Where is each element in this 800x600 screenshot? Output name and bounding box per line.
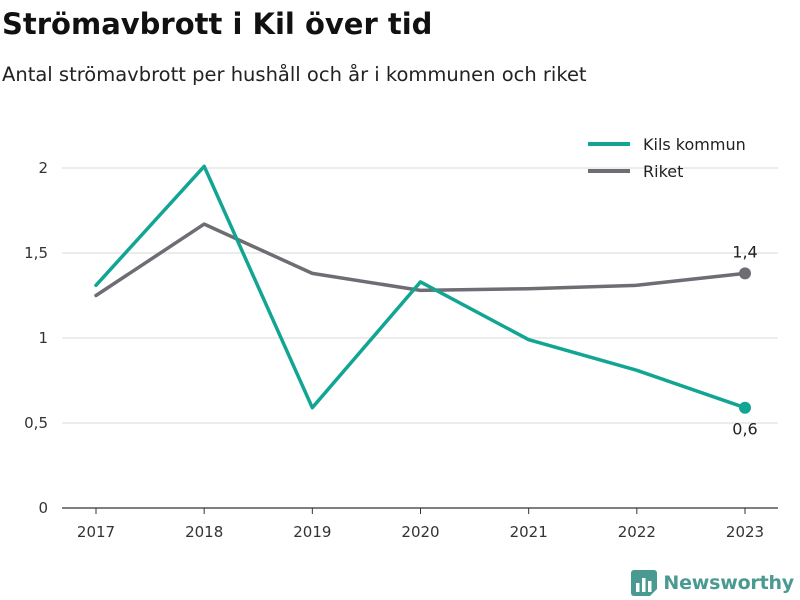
data-labels: 1,4 0,6 (732, 242, 757, 438)
gridlines (62, 167, 778, 424)
x-tick-label: 2023 (726, 523, 764, 541)
chart-subtitle: Antal strömavbrott per hushåll och år i … (2, 63, 587, 86)
x-tick-label: 2020 (401, 523, 439, 541)
brand-name: Newsworthy (663, 572, 794, 594)
series-line-0 (94, 164, 747, 410)
series-end-label-0: 0,6 (732, 420, 757, 439)
y-tick-label: 1,5 (24, 244, 48, 262)
x-tick-label: 2021 (510, 523, 548, 541)
x-tick-label: 2018 (185, 523, 223, 541)
y-tick-label: 2 (38, 159, 48, 177)
newsworthy-brand[interactable]: Newsworthy (631, 570, 794, 596)
chart-title: Strömavbrott i Kil över tid (2, 7, 433, 41)
x-tick-label: 2019 (293, 523, 331, 541)
series-line-1 (94, 222, 747, 298)
series-lines (94, 164, 751, 414)
legend: Kils kommun Riket (588, 135, 746, 181)
series-end-point-1 (739, 267, 751, 280)
y-tick-label: 0,5 (24, 414, 48, 432)
legend-label-0: Kils kommun (643, 135, 746, 154)
x-tick-label: 2022 (618, 523, 656, 541)
x-tick-label: 2017 (77, 523, 115, 541)
legend-label-1: Riket (643, 162, 683, 181)
y-tick-label: 1 (38, 329, 48, 347)
series-end-label-1: 1,4 (732, 242, 757, 261)
series-end-point-0 (739, 401, 751, 414)
bar-chart-logo-icon (631, 570, 658, 596)
y-tick-label: 0 (38, 499, 48, 517)
axes: 0 0,5 1 1,5 2 2017 2018 2019 2020 2021 2022 2023 (24, 159, 778, 541)
line-chart: 0 0,5 1 1,5 2 2017 2018 2019 2020 2021 2022 2023 1,… (24, 135, 778, 541)
